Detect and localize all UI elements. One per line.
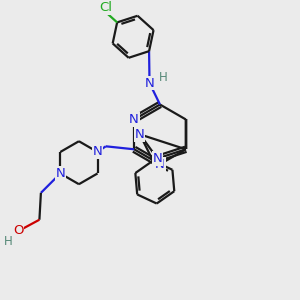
Text: H: H <box>159 71 167 84</box>
Text: N: N <box>93 146 102 158</box>
Text: Cl: Cl <box>100 2 112 14</box>
Text: H: H <box>4 235 13 248</box>
Text: N: N <box>129 113 139 126</box>
Text: N: N <box>145 76 155 89</box>
Text: N: N <box>155 158 165 171</box>
Text: O: O <box>13 224 24 237</box>
Text: N: N <box>153 152 162 165</box>
Text: N: N <box>56 167 65 180</box>
Text: N: N <box>135 128 145 141</box>
